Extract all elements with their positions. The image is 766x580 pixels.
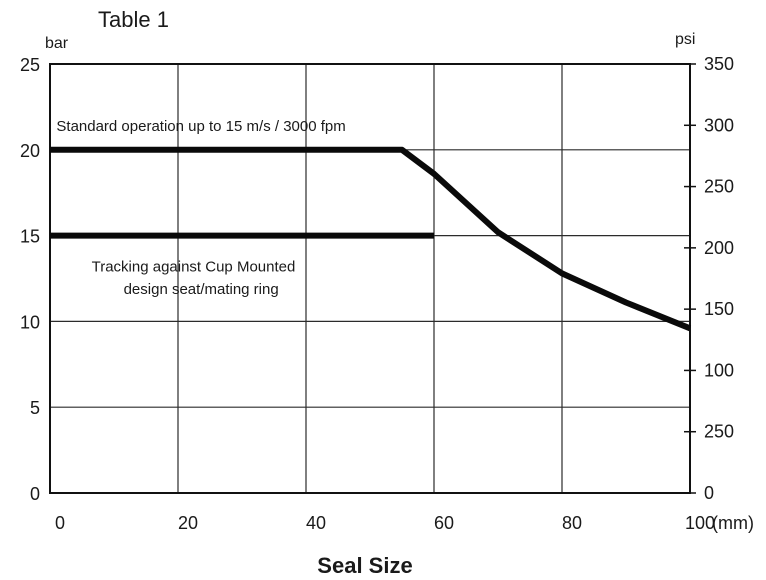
series-line-0 xyxy=(50,146,692,332)
plot-frame xyxy=(49,63,691,494)
x-tick-label-5: 100 xyxy=(685,513,715,533)
y2-tick-label-7: 350 xyxy=(704,54,734,74)
annotation-2: design seat/mating ring xyxy=(124,281,279,298)
x-tick-label-0: 0 xyxy=(55,513,65,533)
y-tick-label-4: 20 xyxy=(20,141,40,161)
y-tick-label-1: 5 xyxy=(30,398,40,418)
y-tick-label-3: 15 xyxy=(20,227,40,247)
y-axis-label-right: psi xyxy=(675,31,695,48)
y2-tick-label-4: 200 xyxy=(704,238,734,258)
y2-tick-label-6: 300 xyxy=(704,115,734,135)
x-axis-label: Seal Size xyxy=(317,553,412,578)
y2-tick-label-2: 100 xyxy=(704,360,734,380)
y2-tick-label-5: 250 xyxy=(704,177,734,197)
x-tick-label-4: 80 xyxy=(562,513,582,533)
x-tick-label-2: 40 xyxy=(306,513,326,533)
x-tick-label-3: 60 xyxy=(434,513,454,533)
y2-tick-label-1: 250 xyxy=(704,422,734,442)
plot-border xyxy=(49,63,691,494)
series-group xyxy=(50,146,692,332)
annotations: Standard operation up to 15 m/s / 3000 f… xyxy=(56,118,345,298)
y-tick-label-0: 0 xyxy=(30,484,40,504)
y2-tick-label-0: 0 xyxy=(704,483,714,503)
y-axis-label-left: bar xyxy=(45,35,69,52)
chart-title: Table 1 xyxy=(98,7,169,32)
y-tick-label-5: 25 xyxy=(20,55,40,75)
y2-tick-label-3: 150 xyxy=(704,299,734,319)
y-tick-label-2: 10 xyxy=(20,312,40,332)
annotation-1: Tracking against Cup Mounted xyxy=(92,259,296,276)
annotation-0: Standard operation up to 15 m/s / 3000 f… xyxy=(56,118,345,135)
tick-labels: 0 20 40 60 80 1000510152025025010015020025030… xyxy=(20,54,734,533)
x-tick-label-1: 20 xyxy=(178,513,198,533)
x-axis-unit: (mm) xyxy=(712,513,754,533)
